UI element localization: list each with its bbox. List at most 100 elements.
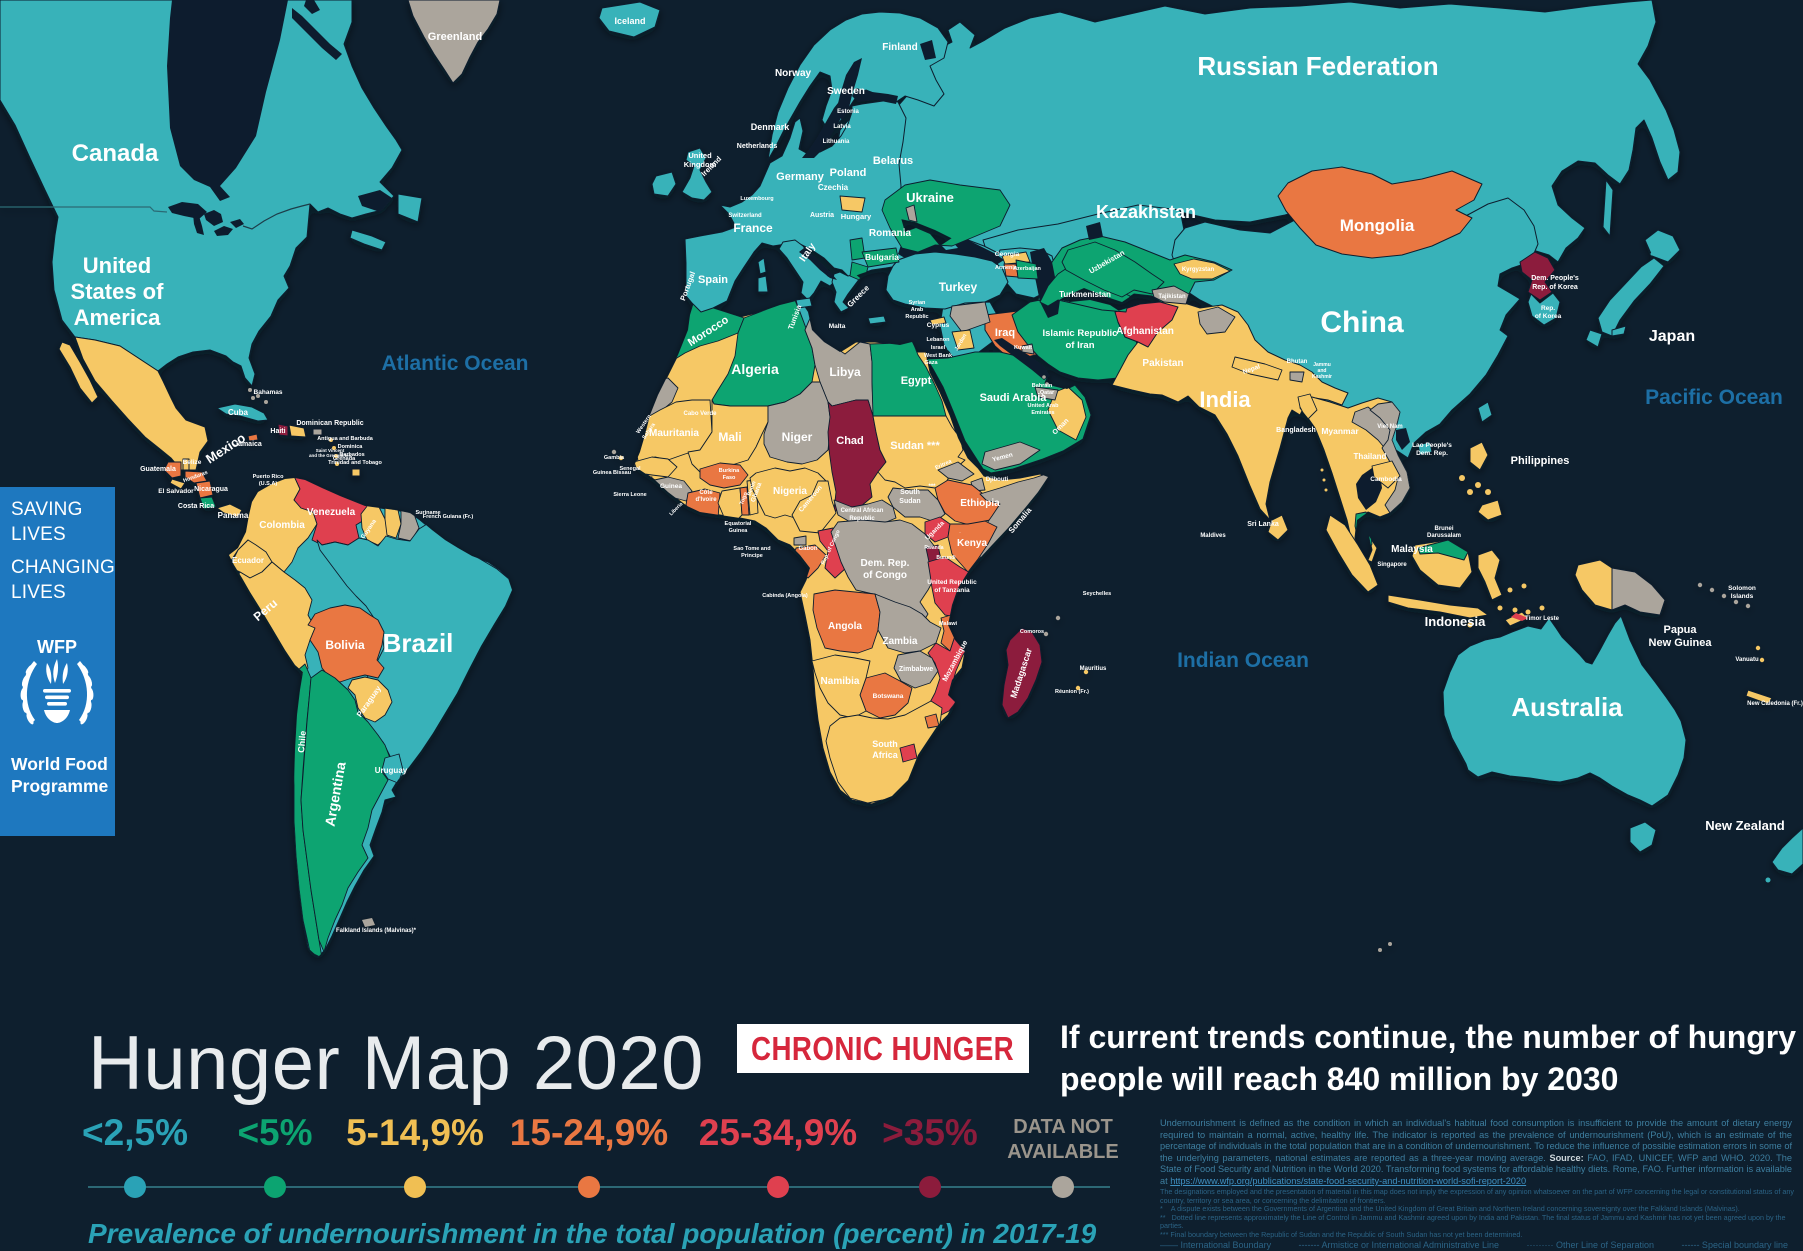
svg-text:Burkina: Burkina — [719, 468, 740, 474]
svg-text:Luxembourg: Luxembourg — [740, 196, 773, 202]
svg-text:India: India — [1199, 387, 1251, 412]
svg-text:Puerto Rico: Puerto Rico — [253, 474, 285, 480]
svg-text:Solomon: Solomon — [1728, 585, 1756, 592]
svg-text:Réunion (Fr.): Réunion (Fr.) — [1055, 689, 1089, 695]
svg-text:Nigeria: Nigeria — [773, 486, 807, 497]
svg-text:Suriname: Suriname — [415, 510, 440, 516]
svg-text:Dem. People's: Dem. People's — [1531, 275, 1579, 282]
svg-text:Guatemala: Guatemala — [140, 466, 176, 473]
svg-text:of Congo: of Congo — [863, 570, 907, 581]
svg-text:Mauritius: Mauritius — [1080, 666, 1107, 672]
svg-text:Hungary: Hungary — [841, 212, 872, 221]
svg-text:Poland: Poland — [830, 167, 867, 179]
svg-text:Romania: Romania — [869, 228, 912, 239]
svg-text:Senegal: Senegal — [619, 466, 641, 472]
svg-text:Jamaica: Jamaica — [234, 441, 262, 448]
svg-text:Sweden: Sweden — [827, 86, 865, 97]
svg-text:Saudi Arabia: Saudi Arabia — [980, 392, 1048, 404]
svg-text:Dominican Republic: Dominican Republic — [296, 420, 363, 427]
svg-text:El Salvador: El Salvador — [158, 488, 194, 495]
svg-text:Russian Federation: Russian Federation — [1197, 51, 1438, 81]
svg-text:Africa: Africa — [872, 750, 899, 760]
svg-text:Georgia: Georgia — [995, 251, 1020, 258]
svg-text:Lao People's: Lao People's — [1412, 442, 1452, 449]
svg-text:Lithuania: Lithuania — [823, 139, 850, 145]
svg-text:Syrian: Syrian — [909, 300, 926, 306]
svg-text:Dem. Rep.: Dem. Rep. — [861, 558, 910, 569]
svg-text:Costa Rica: Costa Rica — [178, 503, 214, 510]
svg-text:Kyrgyzstan: Kyrgyzstan — [1182, 267, 1215, 273]
svg-text:Namibia: Namibia — [821, 676, 860, 687]
svg-text:Angola: Angola — [828, 621, 862, 632]
svg-text:Pacific Ocean: Pacific Ocean — [1645, 386, 1783, 409]
svg-text:New Zealand: New Zealand — [1705, 818, 1785, 833]
svg-text:Philippines: Philippines — [1511, 455, 1570, 467]
svg-text:Barbados: Barbados — [339, 452, 364, 458]
svg-text:Lebanon: Lebanon — [927, 337, 951, 343]
svg-text:Spain: Spain — [698, 274, 728, 286]
svg-text:Gambia: Gambia — [604, 455, 625, 461]
svg-text:South: South — [872, 739, 898, 749]
svg-text:Guinea: Guinea — [660, 483, 682, 490]
svg-text:Thailand: Thailand — [1354, 452, 1387, 461]
svg-text:Israel: Israel — [931, 345, 946, 351]
svg-text:Bahamas: Bahamas — [254, 389, 283, 396]
svg-text:Cambodia: Cambodia — [1370, 476, 1402, 483]
svg-text:Brunei: Brunei — [1434, 526, 1453, 532]
svg-text:Seychelles: Seychelles — [1083, 591, 1111, 597]
svg-text:Togo: Togo — [739, 491, 749, 506]
svg-text:Pakistan: Pakistan — [1142, 358, 1183, 369]
svg-text:Central African: Central African — [841, 508, 884, 514]
svg-text:States of: States of — [71, 279, 165, 304]
svg-text:Grenada: Grenada — [333, 456, 356, 462]
svg-text:Vanuatu: Vanuatu — [1735, 657, 1759, 663]
svg-text:Rwanda: Rwanda — [924, 545, 943, 551]
svg-text:Ukraine: Ukraine — [906, 190, 954, 205]
svg-text:Myanmar: Myanmar — [1321, 426, 1359, 436]
svg-text:Rep. of Korea: Rep. of Korea — [1532, 284, 1578, 291]
svg-text:Saint Vincent: Saint Vincent — [316, 448, 345, 453]
svg-text:Algeria: Algeria — [731, 361, 779, 377]
svg-text:United Republic: United Republic — [927, 579, 977, 586]
svg-text:Haiti: Haiti — [270, 428, 285, 435]
svg-text:Armenia: Armenia — [995, 265, 1018, 271]
svg-text:Malta: Malta — [829, 323, 846, 330]
svg-text:Emirates: Emirates — [1031, 410, 1054, 416]
svg-text:Cyprus: Cyprus — [927, 322, 950, 329]
svg-text:Guinea Bissau: Guinea Bissau — [593, 470, 631, 476]
svg-text:Principe: Principe — [741, 553, 763, 559]
svg-text:Czechia: Czechia — [818, 183, 849, 192]
svg-text:Estonia: Estonia — [837, 109, 859, 115]
svg-text:Kingdom: Kingdom — [684, 160, 717, 169]
svg-text:Ethiopia: Ethiopia — [960, 498, 1000, 509]
svg-text:Benin: Benin — [747, 480, 758, 497]
svg-text:Ecuador: Ecuador — [232, 556, 264, 565]
svg-text:Maldives: Maldives — [1200, 533, 1226, 539]
svg-text:Faso: Faso — [723, 475, 736, 481]
svg-text:United: United — [83, 253, 151, 278]
svg-text:Japan: Japan — [1649, 328, 1695, 345]
svg-text:Australia: Australia — [1511, 692, 1623, 722]
svg-text:Mauritania: Mauritania — [649, 428, 699, 439]
svg-text:Niger: Niger — [782, 430, 813, 444]
svg-text:Iraq: Iraq — [995, 327, 1015, 339]
svg-text:Cabinda (Angola): Cabinda (Angola) — [762, 593, 808, 599]
svg-text:Belize: Belize — [183, 459, 202, 466]
svg-text:Jammu: Jammu — [1313, 362, 1331, 368]
svg-text:Nicaragua: Nicaragua — [194, 486, 228, 493]
svg-text:Bulgaria: Bulgaria — [865, 252, 899, 262]
svg-text:Gabon: Gabon — [799, 546, 818, 552]
svg-text:Netherlands: Netherlands — [737, 143, 778, 150]
svg-text:Turkmenistan: Turkmenistan — [1059, 290, 1111, 299]
svg-text:of Korea: of Korea — [1535, 313, 1562, 320]
svg-text:Kenya: Kenya — [957, 538, 987, 549]
svg-text:Botswana: Botswana — [873, 693, 904, 700]
svg-text:Colombia: Colombia — [259, 520, 305, 531]
svg-text:Kashmir: Kashmir — [1312, 374, 1332, 380]
svg-text:Singapore: Singapore — [1377, 562, 1407, 568]
svg-text:of Iran: of Iran — [1065, 340, 1094, 351]
svg-text:Sao Tome and: Sao Tome and — [733, 546, 770, 552]
svg-text:Kazakhstan: Kazakhstan — [1096, 202, 1196, 222]
svg-text:Arab: Arab — [911, 307, 924, 313]
svg-text:Malawi: Malawi — [939, 621, 958, 627]
